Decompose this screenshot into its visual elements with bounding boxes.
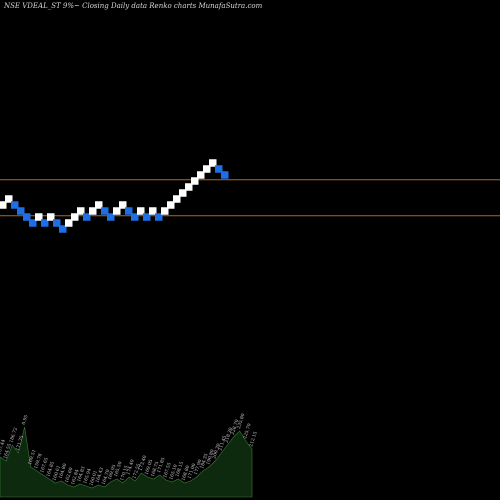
renko-brick-up bbox=[185, 183, 193, 191]
renko-brick-down bbox=[83, 213, 91, 221]
volume-label: 0.95 bbox=[21, 414, 30, 426]
renko-brick-down bbox=[221, 171, 229, 179]
renko-brick-up bbox=[65, 219, 73, 227]
renko-brick-up bbox=[191, 177, 199, 185]
renko-brick-up bbox=[209, 159, 217, 167]
reference-lines bbox=[0, 179, 500, 217]
volume-label: 160.01 bbox=[88, 470, 99, 487]
volume-label: 170.15 bbox=[119, 465, 130, 482]
renko-brick-up bbox=[89, 207, 97, 215]
renko-brick-up bbox=[77, 207, 85, 215]
volume-label: 172.55 bbox=[131, 463, 142, 480]
volume-label: 212.15 bbox=[248, 431, 259, 448]
volume-label: 164.83 bbox=[76, 466, 87, 483]
volume-label: 164.85 bbox=[45, 461, 56, 478]
renko-brick-down bbox=[155, 213, 163, 221]
volume-label: 200.30 bbox=[211, 443, 222, 460]
volume-label: 164.70 bbox=[101, 469, 112, 486]
volume-label: 168.15 bbox=[174, 461, 185, 478]
volume-label: 165.94 bbox=[82, 468, 93, 485]
volume-label: 167.55 bbox=[162, 462, 173, 479]
renko-brick-down bbox=[59, 225, 67, 233]
volume-label: 177.90 bbox=[193, 459, 204, 476]
renko-brick-down bbox=[107, 213, 115, 221]
volume-label: 190.80 bbox=[205, 449, 216, 466]
renko-brick-up bbox=[167, 201, 175, 209]
volume-label: 165.10 bbox=[168, 464, 179, 481]
renko-brick-up bbox=[137, 207, 145, 215]
volume-label: 168.80 bbox=[181, 465, 192, 482]
volume-label: 162.60 bbox=[64, 467, 75, 484]
volume-label: 168.75 bbox=[150, 461, 161, 478]
volume-label: 171.00 bbox=[187, 463, 198, 480]
volume-label: 173.40 bbox=[138, 455, 149, 472]
renko-brick-up bbox=[71, 213, 79, 221]
volume-label: 159.78 bbox=[33, 453, 44, 470]
renko-brick-up bbox=[113, 207, 121, 215]
volume-label: 160.61 bbox=[52, 465, 63, 482]
volume-label: 186.72 bbox=[8, 427, 19, 444]
volume-label: 165.50 bbox=[113, 461, 124, 478]
renko-brick-up bbox=[35, 213, 43, 221]
renko-brick-up bbox=[173, 195, 181, 203]
volume-label: 169.05 bbox=[144, 459, 155, 476]
renko-brick-up bbox=[5, 195, 13, 203]
renko-brick-up bbox=[161, 207, 169, 215]
renko-brick-up bbox=[0, 201, 7, 209]
renko-brick-down bbox=[125, 207, 133, 215]
volume-label: 157.44 bbox=[0, 439, 7, 456]
renko-brick-up bbox=[197, 171, 205, 179]
volume-label: 218.30 bbox=[224, 427, 235, 444]
renko-brick-up bbox=[119, 201, 127, 209]
renko-brick-down bbox=[11, 201, 19, 209]
volume-panel bbox=[0, 426, 253, 498]
renko-brick-up bbox=[47, 213, 55, 221]
volume-label: 225.70 bbox=[242, 423, 253, 440]
volume-label: 235.80 bbox=[236, 413, 247, 430]
renko-brick-up bbox=[179, 189, 187, 197]
volume-label: 169.51 bbox=[27, 449, 38, 466]
volume-label: 164.55 bbox=[2, 443, 13, 460]
renko-brick-up bbox=[149, 207, 157, 215]
volume-area bbox=[0, 426, 253, 498]
volume-label: 169.95 bbox=[107, 464, 118, 481]
renko-brick-down bbox=[29, 219, 37, 227]
renko-brick-down bbox=[131, 213, 139, 221]
renko-brick-down bbox=[215, 165, 223, 173]
renko-brick-down bbox=[41, 219, 49, 227]
renko-brick-up bbox=[203, 165, 211, 173]
volume-label: 211.45 bbox=[217, 435, 228, 452]
volume-label: 228.70 bbox=[230, 419, 241, 436]
renko-brick-down bbox=[53, 219, 61, 227]
volume-label: 171.75 bbox=[15, 435, 26, 452]
volume-label: 164.80 bbox=[58, 463, 69, 480]
renko-brick-down bbox=[143, 213, 151, 221]
renko-bricks bbox=[0, 159, 229, 233]
renko-brick-down bbox=[23, 213, 31, 221]
renko-brick-down bbox=[17, 207, 25, 215]
volume-label: 167.65 bbox=[39, 457, 50, 474]
chart-title: NSE VDEAL_ST 9%~ Closing Daily data Renk… bbox=[4, 2, 263, 10]
renko-brick-up bbox=[95, 201, 103, 209]
volume-label: 164.43 bbox=[95, 467, 106, 484]
renko-brick-down bbox=[101, 207, 109, 215]
volume-label: 171.85 bbox=[156, 457, 167, 474]
volume-label: 174.40 bbox=[125, 459, 136, 476]
volume-label: 184.35 bbox=[199, 453, 210, 470]
volume-label: 162.84 bbox=[70, 469, 81, 486]
